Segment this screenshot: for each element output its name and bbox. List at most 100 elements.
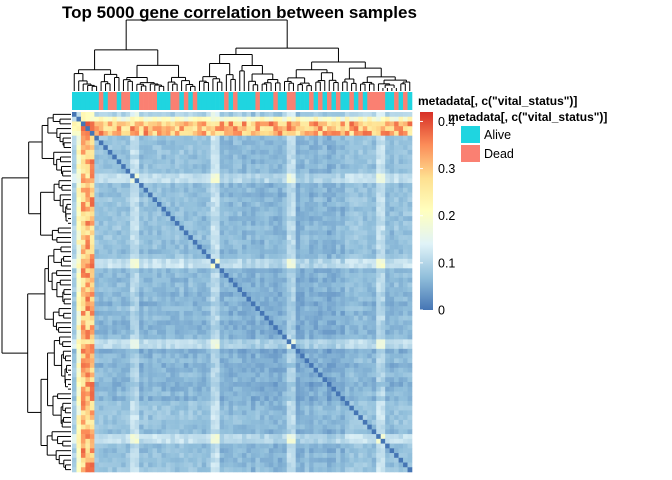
heatmap-cell — [340, 168, 346, 174]
heatmap-cell — [201, 130, 207, 136]
heatmap-cell — [318, 206, 323, 212]
heatmap-cell — [353, 263, 359, 269]
heatmap-cell — [157, 334, 162, 340]
heatmap-cell — [152, 116, 158, 122]
heatmap-cell — [188, 377, 194, 383]
heatmap-cell — [174, 258, 180, 264]
heatmap-cell — [255, 121, 261, 127]
heatmap-cell — [157, 225, 162, 231]
heatmap-cell — [107, 372, 113, 378]
heatmap-cell — [201, 116, 207, 122]
heatmap-cell — [286, 112, 292, 118]
heatmap-cell — [80, 348, 86, 354]
heatmap-cell — [376, 235, 381, 241]
heatmap-cell — [259, 211, 265, 217]
heatmap-cell — [94, 287, 100, 293]
heatmap-cell — [318, 372, 323, 378]
heatmap-cell — [394, 183, 399, 189]
heatmap-cell — [76, 320, 82, 326]
heatmap-cell — [188, 183, 194, 189]
heatmap-cell — [228, 325, 234, 331]
heatmap-cell — [72, 145, 77, 151]
heatmap-cell — [148, 348, 153, 354]
heatmap-cell — [85, 206, 91, 212]
heatmap-cell — [353, 301, 359, 307]
heatmap-cell — [331, 154, 337, 160]
heatmap-cell — [130, 239, 135, 245]
heatmap-cell — [286, 216, 292, 222]
heatmap-cell — [291, 183, 296, 189]
heatmap-cell — [344, 296, 350, 302]
heatmap-cell — [197, 320, 203, 326]
heatmap-cell — [76, 310, 82, 316]
heatmap-cell — [152, 140, 158, 146]
heatmap-cell — [304, 178, 310, 184]
heatmap-cell — [385, 363, 390, 369]
heatmap-cell — [295, 192, 301, 198]
heatmap-cell — [125, 140, 131, 146]
heatmap-cell — [85, 254, 91, 260]
heatmap-cell — [282, 306, 288, 312]
annotation-cell — [362, 92, 368, 110]
heatmap-cell — [210, 126, 216, 132]
heatmap-cell — [353, 358, 359, 364]
heatmap-cell — [376, 325, 381, 331]
heatmap-cell — [268, 372, 274, 378]
heatmap-cell — [237, 367, 243, 373]
heatmap-cell — [380, 121, 386, 127]
heatmap-cell — [344, 140, 350, 146]
heatmap-cell — [103, 377, 109, 383]
heatmap-cell — [228, 230, 234, 236]
heatmap-cell — [380, 187, 386, 193]
heatmap-cell — [233, 116, 238, 122]
heatmap-cell — [407, 112, 413, 118]
heatmap-cell — [286, 239, 292, 245]
heatmap-cell — [103, 159, 109, 165]
heatmap-cell — [255, 277, 261, 283]
heatmap-cell — [170, 249, 176, 255]
heatmap-cell — [349, 116, 355, 122]
heatmap-cell — [362, 135, 368, 141]
heatmap-cell — [340, 348, 346, 354]
heatmap-cell — [224, 187, 229, 193]
heatmap-cell — [286, 344, 292, 350]
heatmap-cell — [362, 244, 368, 250]
heatmap-cell — [89, 112, 95, 118]
heatmap-cell — [237, 325, 243, 331]
heatmap-cell — [139, 206, 144, 212]
heatmap-cell — [282, 320, 288, 326]
heatmap-cell — [143, 225, 149, 231]
heatmap-cell — [371, 239, 377, 245]
heatmap-cell — [188, 220, 194, 226]
heatmap-cell — [107, 348, 113, 354]
heatmap-cell — [349, 325, 355, 331]
heatmap-cell — [152, 121, 158, 127]
heatmap-cell — [322, 353, 328, 359]
heatmap-cell — [403, 282, 408, 288]
heatmap-cell — [398, 363, 404, 369]
heatmap-cell — [134, 149, 140, 155]
heatmap-cell — [407, 334, 413, 340]
heatmap-cell — [233, 206, 238, 212]
heatmap-cell — [250, 292, 256, 298]
heatmap-cell — [327, 244, 332, 250]
heatmap-cell — [367, 249, 373, 255]
heatmap-cell — [94, 116, 100, 122]
heatmap-cell — [250, 130, 256, 136]
heatmap-cell — [219, 168, 225, 174]
annotation-cell — [103, 92, 109, 110]
heatmap-cell — [152, 112, 158, 118]
heatmap-cell — [304, 363, 310, 369]
heatmap-cell — [268, 339, 274, 345]
heatmap-cell — [76, 187, 82, 193]
heatmap-cell — [210, 112, 216, 118]
heatmap-cell — [170, 282, 176, 288]
heatmap-cell — [192, 258, 198, 264]
heatmap-cell — [76, 206, 82, 212]
heatmap-cell — [215, 334, 220, 340]
heatmap-cell — [403, 192, 408, 198]
heatmap-cell — [340, 282, 346, 288]
heatmap-cell — [291, 277, 296, 283]
heatmap-cell — [264, 268, 270, 274]
heatmap-cell — [371, 220, 377, 226]
